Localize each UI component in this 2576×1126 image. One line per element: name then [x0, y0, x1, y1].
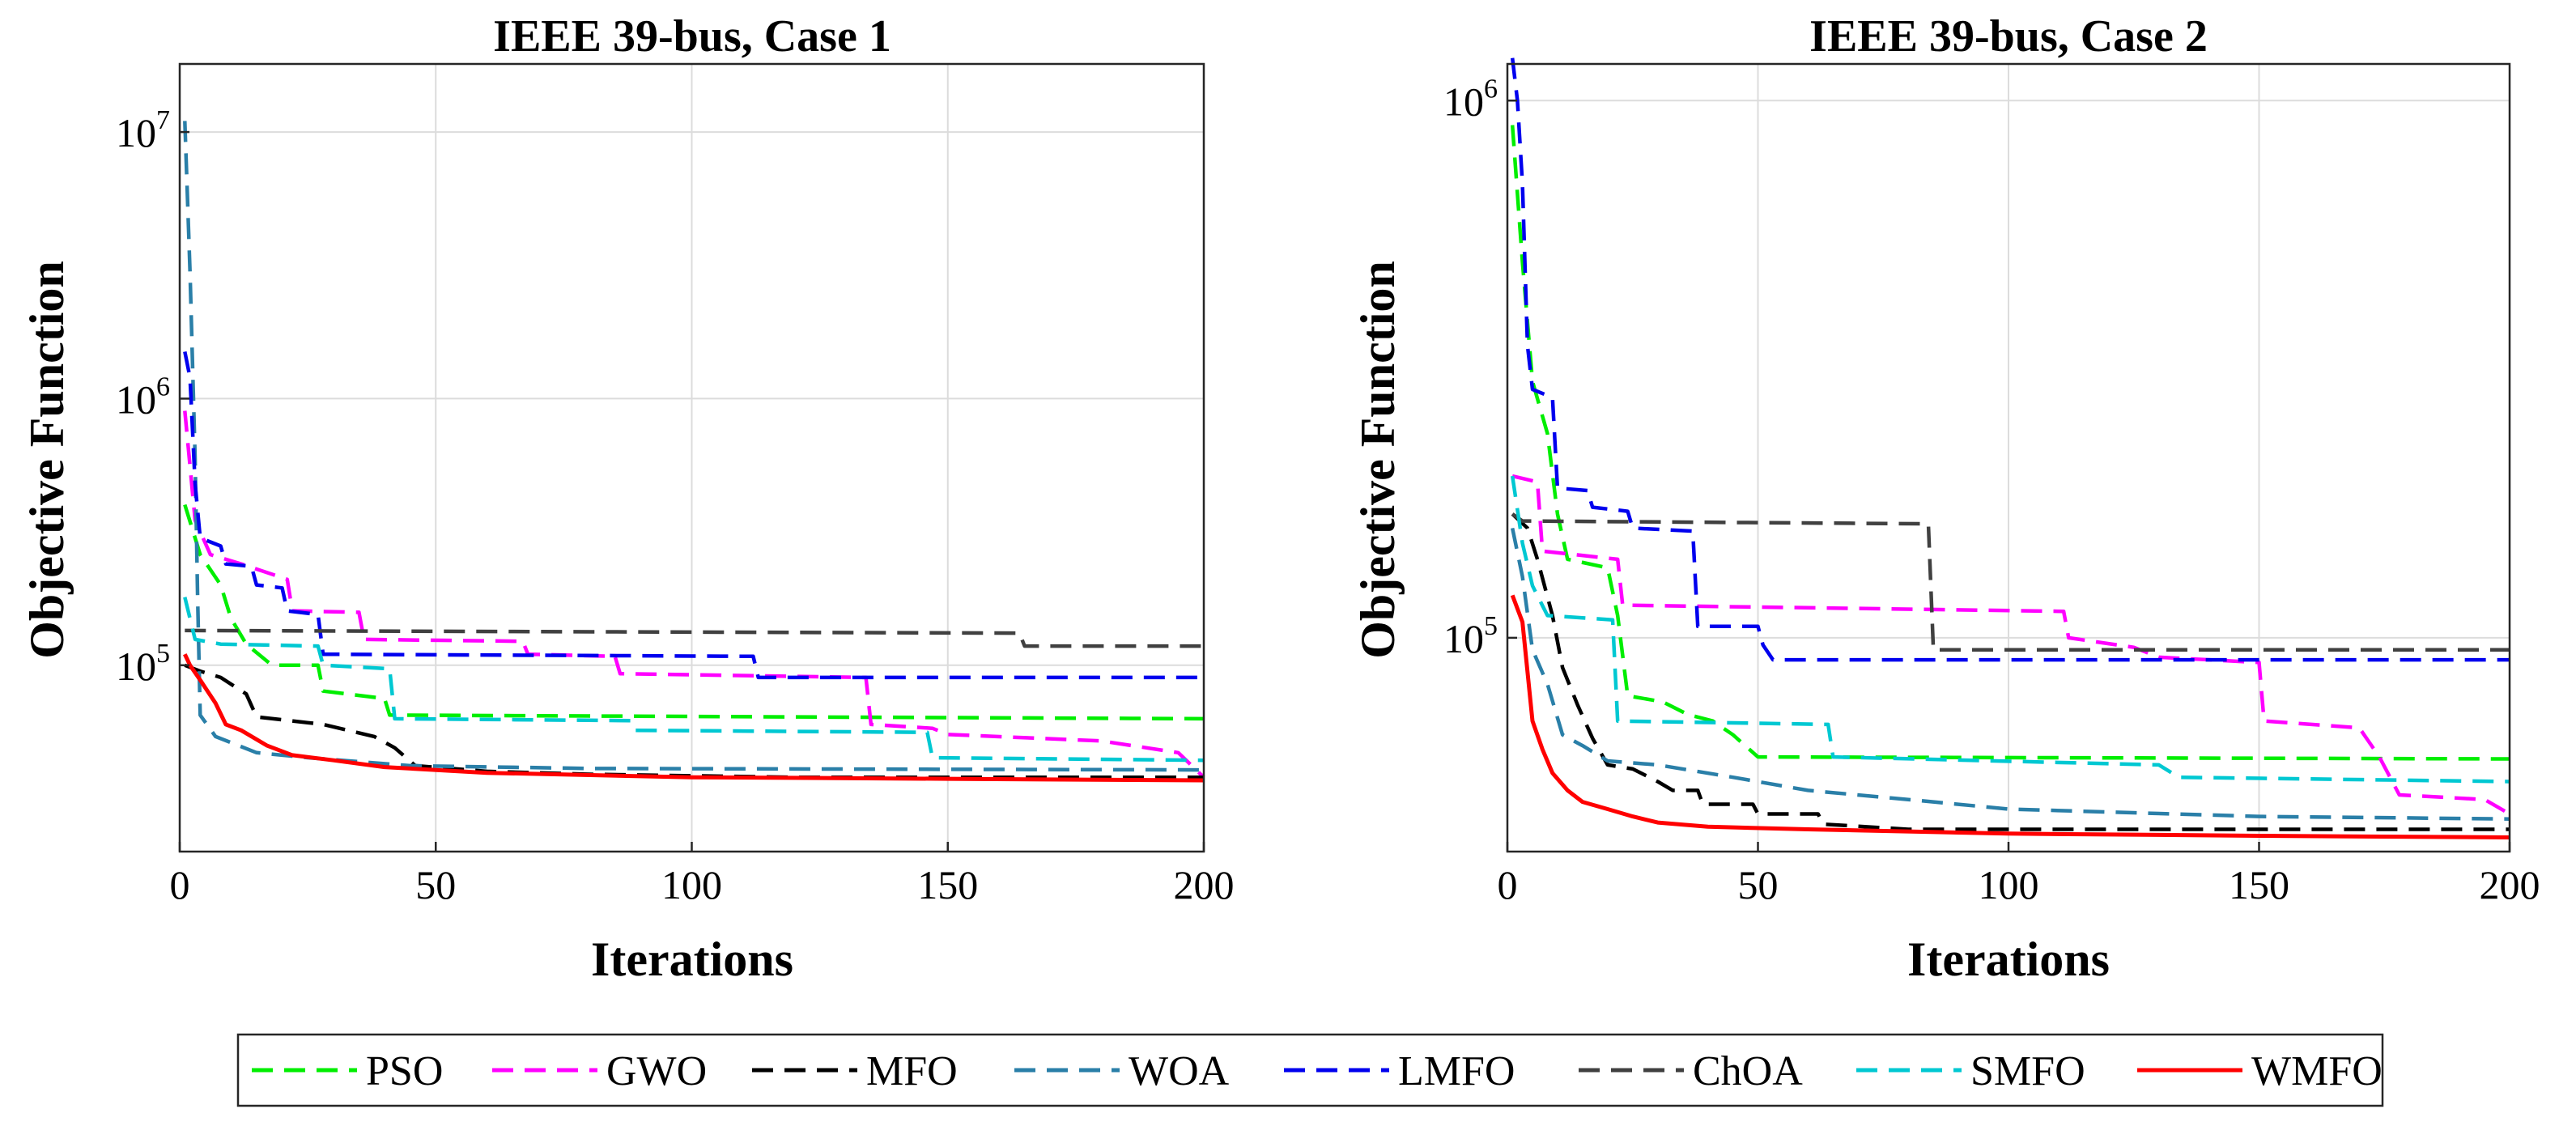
- legend-label-pso: PSO: [366, 1048, 443, 1094]
- series-line-lmfo: [1510, 57, 2510, 662]
- legend-label-lmfo: LMFO: [1398, 1048, 1515, 1094]
- series-line-woa: [183, 121, 1205, 772]
- plot-case-2: 0 50 100 150 200 105 106 IEEE 39-bus, Case 2 I…: [1351, 11, 2540, 986]
- plot-case-1: 0 50 100 150 200 105 106 107 IEEE 39-bus, Case …: [20, 11, 1235, 986]
- x-tick-label: 150: [917, 862, 978, 907]
- legend: PSO GWO MFO WOA LMFO ChOA SMFO WMFO: [236, 1033, 2384, 1107]
- legend-label-mfo: MFO: [866, 1048, 958, 1094]
- legend-label-gwo: GWO: [606, 1048, 707, 1094]
- series-line-smfo: [183, 597, 1205, 763]
- series-line-wmfo: [1510, 594, 2510, 839]
- x-tick-label: 200: [1174, 862, 1235, 907]
- series-line-wmfo: [183, 653, 1205, 783]
- chart-title: IEEE 39-bus, Case 1: [493, 11, 891, 62]
- legend-label-wmfo: WMFO: [2251, 1048, 2383, 1094]
- x-tick-label: 200: [2480, 862, 2540, 907]
- x-tick-label: 150: [2229, 862, 2289, 907]
- legend-label-woa: WOA: [1129, 1048, 1230, 1094]
- y-tick-label: 106: [1443, 74, 1498, 124]
- x-tick-label: 50: [415, 862, 456, 907]
- y-axis-label: Objective Function: [1351, 261, 1405, 659]
- series-line-smfo: [1510, 475, 2510, 784]
- series-line-lmfo: [183, 351, 1204, 680]
- chart-title: IEEE 39-bus, Case 2: [1809, 11, 2208, 62]
- y-tick-label: 106: [116, 372, 170, 422]
- series-line-pso: [1510, 125, 2510, 761]
- x-tick-label: 50: [1738, 862, 1779, 907]
- legend-label-smfo: SMFO: [1970, 1048, 2085, 1094]
- x-tick-label: 0: [1498, 862, 1518, 907]
- y-axis-label: Objective Function: [20, 261, 74, 659]
- x-axis-label: Iterations: [591, 933, 793, 986]
- x-tick-label: 100: [661, 862, 722, 907]
- x-tick-label: 0: [170, 862, 190, 907]
- legend-label-choa: ChOA: [1693, 1048, 1803, 1094]
- series-line-gwo: [1511, 474, 2511, 816]
- y-tick-label: 105: [1443, 611, 1498, 661]
- series-line-pso: [183, 504, 1205, 721]
- x-tick-label: 100: [1979, 862, 2039, 907]
- y-tick-label: 105: [116, 639, 170, 689]
- series-line-woa: [1510, 527, 2510, 821]
- x-axis-label: Iterations: [1907, 933, 2110, 986]
- y-tick-label: 107: [116, 105, 170, 155]
